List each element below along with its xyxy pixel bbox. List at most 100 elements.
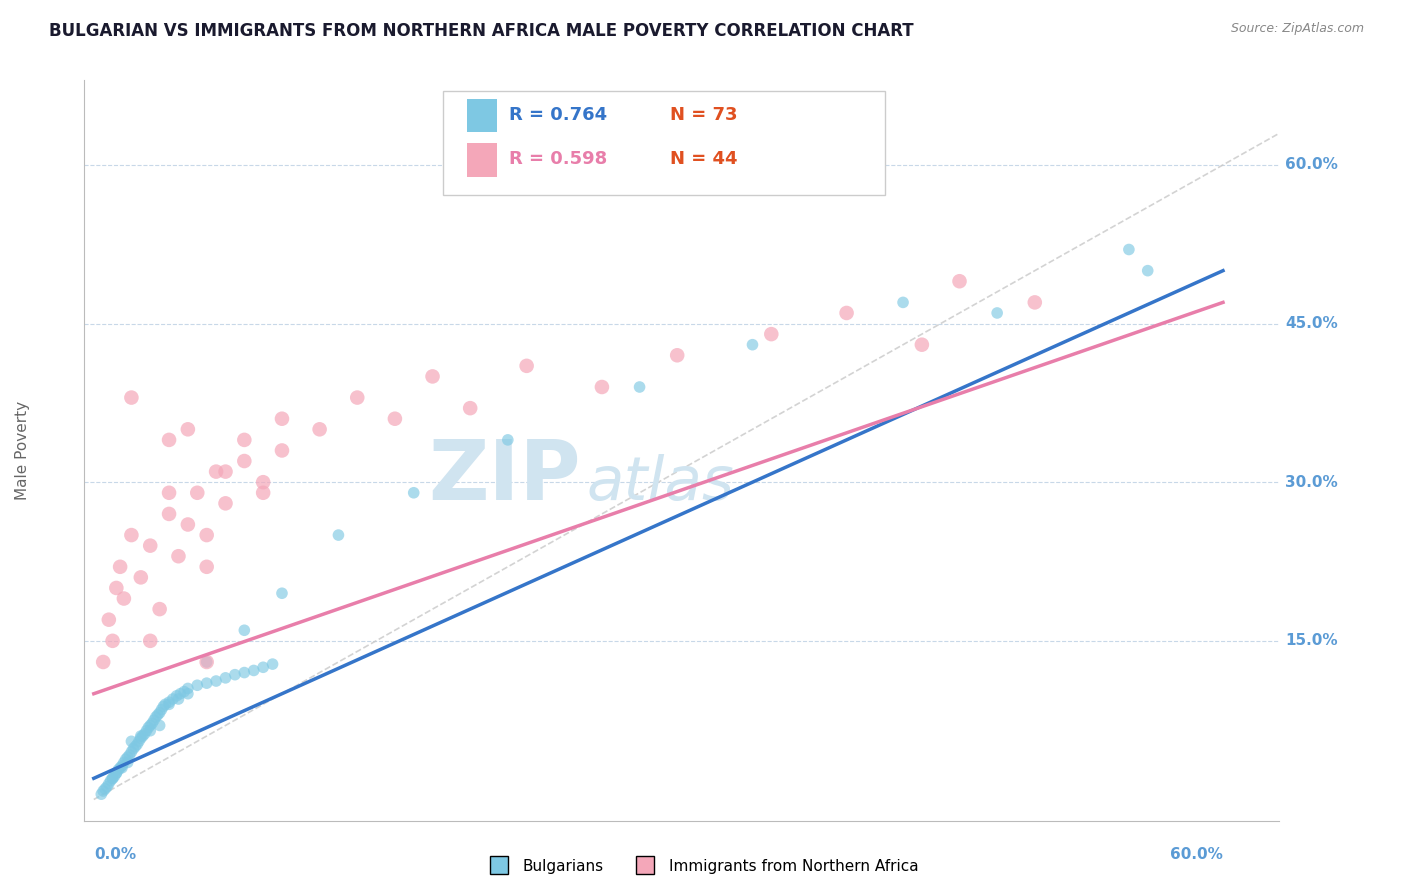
- Point: [458, 401, 481, 416]
- Text: 60.0%: 60.0%: [1170, 847, 1223, 862]
- Point: [128, 734, 150, 748]
- FancyBboxPatch shape: [443, 91, 886, 195]
- Point: [986, 306, 1008, 320]
- Point: [125, 738, 148, 752]
- Point: [134, 727, 156, 741]
- Point: [271, 586, 294, 600]
- Point: [120, 745, 142, 759]
- Point: [94, 781, 117, 796]
- Legend: Bulgarians, Immigrants from Northern Africa: Bulgarians, Immigrants from Northern Afr…: [481, 853, 925, 880]
- Point: [666, 348, 689, 362]
- Point: [91, 784, 114, 798]
- Point: [157, 695, 180, 709]
- Text: 15.0%: 15.0%: [1285, 633, 1337, 648]
- Point: [628, 380, 651, 394]
- Point: [139, 633, 162, 648]
- Point: [233, 433, 256, 447]
- Point: [166, 689, 188, 703]
- Text: N = 44: N = 44: [671, 151, 738, 169]
- Text: N = 73: N = 73: [671, 106, 738, 124]
- Point: [124, 739, 146, 754]
- Point: [516, 359, 538, 373]
- Text: 0.0%: 0.0%: [94, 847, 136, 862]
- Point: [143, 713, 166, 727]
- Point: [224, 667, 246, 681]
- Point: [911, 337, 934, 351]
- Point: [129, 570, 152, 584]
- Point: [90, 787, 112, 801]
- Point: [108, 559, 131, 574]
- Point: [120, 528, 142, 542]
- Point: [139, 723, 162, 738]
- Point: [205, 673, 228, 688]
- Point: [112, 591, 135, 606]
- Point: [891, 295, 914, 310]
- Point: [308, 422, 330, 436]
- Point: [1118, 243, 1140, 257]
- Point: [111, 761, 134, 775]
- Point: [346, 391, 368, 405]
- Point: [117, 750, 139, 764]
- Point: [157, 507, 180, 521]
- Text: Source: ZipAtlas.com: Source: ZipAtlas.com: [1230, 22, 1364, 36]
- Point: [139, 718, 162, 732]
- Point: [139, 539, 162, 553]
- Point: [100, 773, 122, 788]
- Point: [146, 707, 169, 722]
- Text: Male Poverty: Male Poverty: [14, 401, 30, 500]
- Point: [271, 443, 294, 458]
- Point: [177, 422, 200, 436]
- Point: [402, 485, 425, 500]
- Point: [112, 756, 135, 770]
- Text: atlas: atlas: [586, 454, 734, 513]
- Point: [169, 687, 191, 701]
- Point: [591, 380, 613, 394]
- Point: [214, 496, 236, 510]
- Point: [328, 528, 350, 542]
- Point: [157, 698, 180, 712]
- Bar: [467, 144, 496, 177]
- Point: [948, 274, 970, 288]
- Point: [103, 769, 125, 783]
- Point: [138, 721, 160, 735]
- Point: [177, 687, 200, 701]
- Point: [91, 655, 114, 669]
- Point: [262, 657, 284, 672]
- Point: [97, 776, 120, 791]
- Point: [97, 613, 120, 627]
- Point: [108, 761, 131, 775]
- Point: [186, 678, 208, 692]
- Point: [252, 660, 274, 674]
- Point: [195, 676, 218, 690]
- Point: [157, 485, 180, 500]
- Point: [150, 703, 173, 717]
- Point: [1136, 263, 1159, 277]
- Point: [152, 699, 174, 714]
- Point: [496, 433, 519, 447]
- Point: [135, 723, 157, 738]
- Point: [252, 485, 274, 500]
- Point: [118, 747, 141, 762]
- Point: [145, 710, 167, 724]
- Point: [131, 729, 153, 743]
- Point: [186, 485, 208, 500]
- Point: [105, 766, 128, 780]
- Point: [149, 602, 172, 616]
- Point: [114, 752, 136, 766]
- Point: [205, 465, 228, 479]
- Point: [1024, 295, 1046, 310]
- Text: 60.0%: 60.0%: [1285, 157, 1339, 172]
- Text: 45.0%: 45.0%: [1285, 316, 1339, 331]
- Point: [107, 763, 129, 777]
- Point: [129, 729, 152, 743]
- Point: [252, 475, 274, 490]
- Point: [214, 465, 236, 479]
- Point: [149, 706, 172, 720]
- Point: [761, 327, 783, 342]
- Point: [120, 391, 142, 405]
- Point: [214, 671, 236, 685]
- Text: 30.0%: 30.0%: [1285, 475, 1339, 490]
- Point: [111, 758, 134, 772]
- Point: [177, 681, 200, 696]
- Point: [173, 684, 195, 698]
